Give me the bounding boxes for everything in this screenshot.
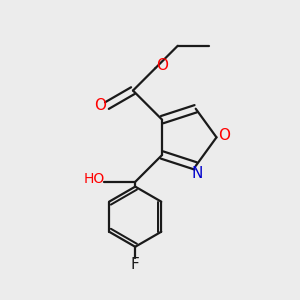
Text: O: O <box>218 128 230 143</box>
Text: O: O <box>94 98 106 113</box>
Text: O: O <box>156 58 168 73</box>
Text: HO: HO <box>84 172 105 186</box>
Text: N: N <box>192 167 203 182</box>
Text: F: F <box>131 257 140 272</box>
